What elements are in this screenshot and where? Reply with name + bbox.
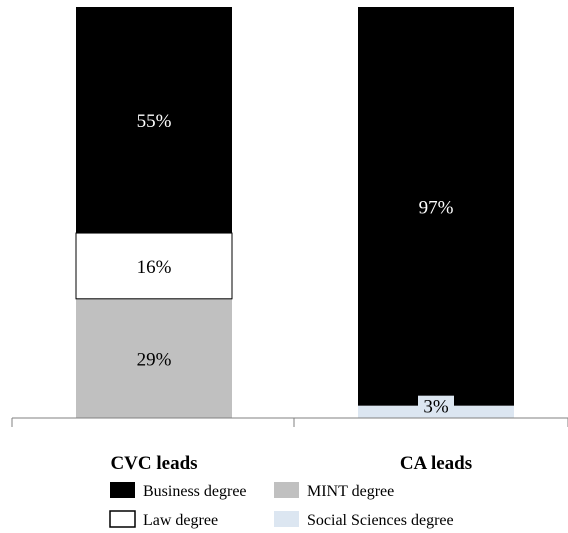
data-label-ca-leads-social-sciences-degree: 3% — [423, 397, 449, 418]
category-label-cvc-leads: CVC leads — [110, 453, 197, 474]
legend-swatch-business-degree — [110, 482, 135, 498]
data-label-cvc-leads-mint-degree: 29% — [137, 349, 172, 370]
legend: Business degree MINT degree Law degree Soci… — [109, 482, 454, 529]
legend-label-law-degree: Law degree — [143, 512, 218, 529]
bar-segment-ca-leads-business-degree — [358, 7, 514, 406]
bar-segment-cvc-leads-mint-degree — [76, 298, 232, 418]
category-labels: CVC leads CA leads — [110, 453, 472, 474]
legend-label-social-sciences-degree: Social Sciences degree — [307, 512, 454, 529]
bars-layer — [75, 7, 514, 418]
legend-swatch-social-sciences-degree — [274, 511, 299, 527]
legend-swatch-mint-degree — [274, 482, 299, 498]
data-label-bg-ca-leads-social-sciences-degree — [418, 395, 454, 418]
legend-swatch-law-degree — [109, 510, 136, 528]
bar-segment-cvc-leads-law-degree — [75, 232, 233, 300]
legend-label-mint-degree: MINT degree — [307, 483, 394, 500]
data-label-cvc-leads-law-degree: 16% — [137, 257, 172, 278]
x-axis-ticks — [11, 418, 568, 427]
bar-segment-cvc-leads-business-degree — [76, 7, 232, 234]
segment-labels-layer: 29% 16% 55% 3% 97% — [137, 111, 454, 418]
category-label-ca-leads: CA leads — [400, 453, 472, 474]
data-label-ca-leads-business-degree: 97% — [419, 197, 454, 218]
data-label-cvc-leads-business-degree: 55% — [137, 111, 172, 132]
legend-label-business-degree: Business degree — [143, 483, 247, 500]
